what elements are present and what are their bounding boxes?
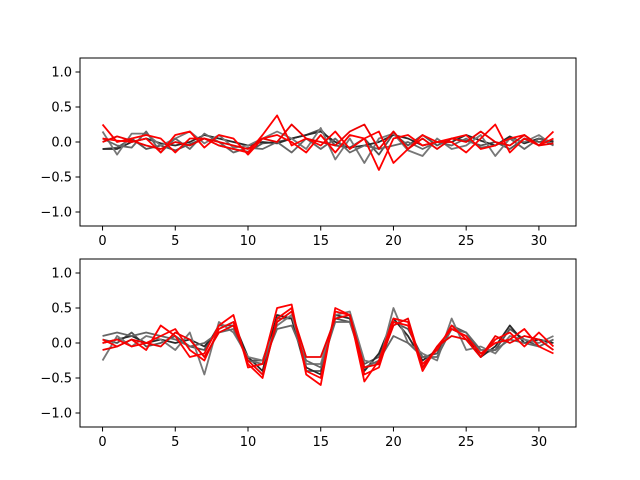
y-tick-label: −0.5 xyxy=(40,171,72,186)
x-tick-label: 20 xyxy=(385,234,402,249)
series-line-6 xyxy=(102,310,554,376)
x-tick-label: 15 xyxy=(312,234,329,249)
x-tick-label: 15 xyxy=(312,435,329,450)
x-tick-label: 5 xyxy=(171,234,179,249)
x-tick-label: 20 xyxy=(385,435,402,450)
y-tick-label: 1.0 xyxy=(51,66,72,81)
y-tick-label: −1.0 xyxy=(40,407,72,422)
series-layer xyxy=(101,114,555,171)
series-layer xyxy=(101,303,555,386)
x-tick-label: 30 xyxy=(531,234,548,249)
x-tick-label: 5 xyxy=(171,435,179,450)
y-tick-label: −0.5 xyxy=(40,372,72,387)
y-tick-label: 0.0 xyxy=(51,337,72,352)
y-tick-label: −1.0 xyxy=(40,206,72,221)
axes-top: 0 5 10 15 20 25 30 −1.0 −0.5 0.0 0.5 1.0 xyxy=(40,57,577,250)
y-tick-label: 0.5 xyxy=(51,302,72,317)
y-tick-label: 0.0 xyxy=(51,136,72,151)
axes-frame xyxy=(79,258,577,428)
x-tick-label: 0 xyxy=(98,234,106,249)
axes-bottom: 0 5 10 15 20 25 30 −1.0 −0.5 0.0 0.5 1.0 xyxy=(40,258,577,451)
x-tick-label: 25 xyxy=(458,435,475,450)
axes-frame xyxy=(79,57,577,227)
ticks-layer: 0 5 10 15 20 25 30 −1.0 −0.5 0.0 0.5 1.0 xyxy=(40,267,547,451)
y-tick-label: 1.0 xyxy=(51,267,72,282)
y-tick-label: 0.5 xyxy=(51,101,72,116)
series-line-4 xyxy=(101,114,555,171)
x-tick-label: 0 xyxy=(98,435,106,450)
x-tick-label: 30 xyxy=(531,435,548,450)
x-tick-label: 25 xyxy=(458,234,475,249)
x-tick-label: 10 xyxy=(240,435,257,450)
series-line-6 xyxy=(102,123,554,150)
x-tick-label: 10 xyxy=(240,234,257,249)
ticks-layer: 0 5 10 15 20 25 30 −1.0 −0.5 0.0 0.5 1.0 xyxy=(40,66,547,250)
